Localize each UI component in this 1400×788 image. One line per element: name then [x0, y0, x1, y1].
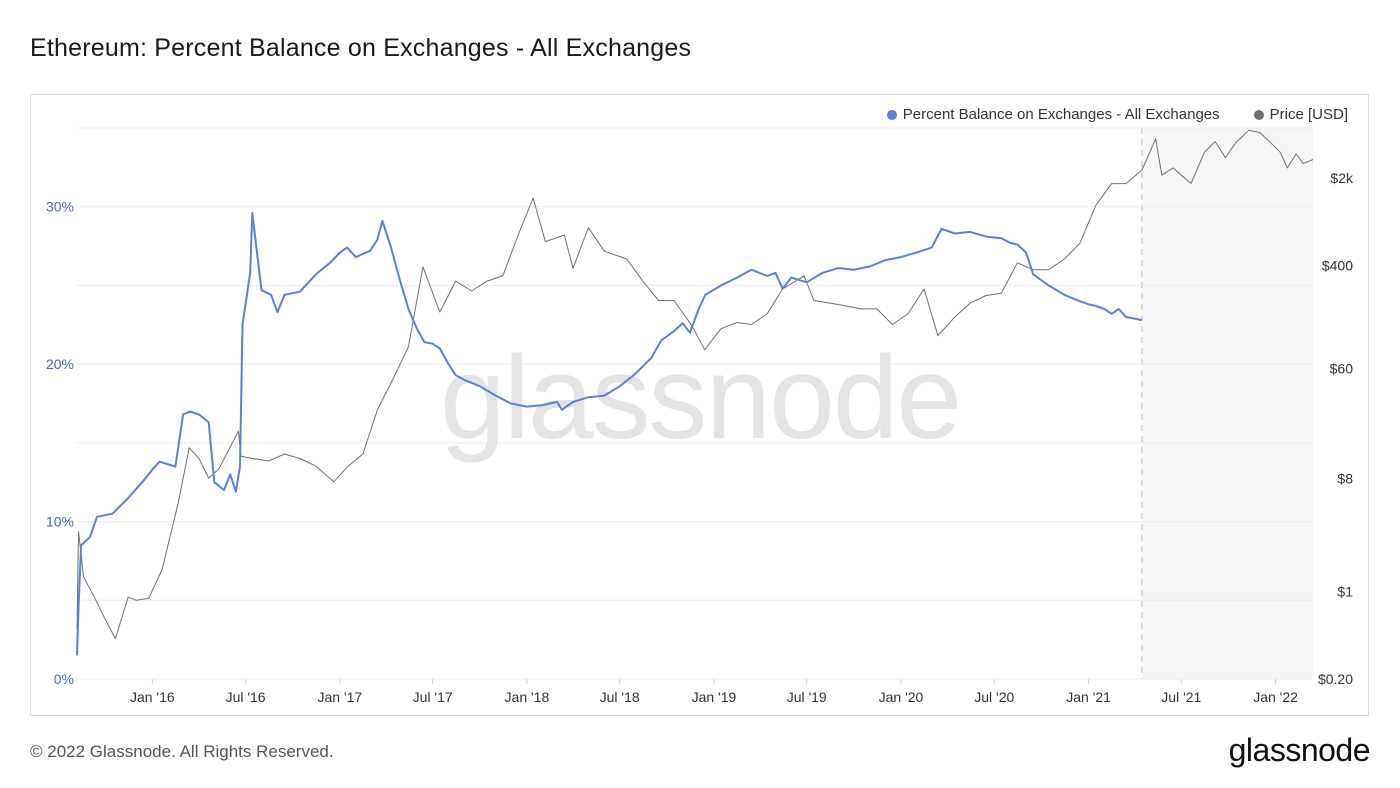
- x-tick-label: Jul '20: [974, 689, 1014, 705]
- right-tick-label: $8: [1337, 470, 1353, 486]
- x-axis: Jan '16 Jul '16 Jan '17 Jul '17 Jan '18 Jul '…: [130, 679, 1298, 705]
- x-tick-label: Jan '19: [692, 689, 737, 705]
- right-tick-label: $60: [1330, 361, 1354, 377]
- chart-legend: Percent Balance on Exchanges - All Excha…: [886, 106, 1348, 123]
- grid-lines: [77, 127, 1313, 680]
- data-end-band: [1141, 128, 1313, 679]
- x-tick-label: Jul '16: [226, 689, 266, 705]
- x-tick-label: Jul '19: [787, 689, 827, 705]
- right-axis: $0.20 $1 $8 $60 $400 $2k: [1318, 170, 1354, 687]
- left-tick-label: 20%: [46, 356, 74, 372]
- right-tick-label: $400: [1322, 257, 1353, 273]
- legend-swatch-balance: [886, 109, 897, 120]
- x-tick-label: Jul '17: [413, 689, 453, 705]
- x-tick-label: Jan '22: [1253, 689, 1298, 705]
- x-tick-label: Jul '18: [600, 689, 640, 705]
- x-tick-label: Jan '17: [318, 689, 363, 705]
- percent-balance-line: [76, 212, 1142, 656]
- left-tick-label: 0%: [54, 671, 74, 687]
- right-tick-label: $2k: [1330, 170, 1354, 186]
- chart-title: Ethereum: Percent Balance on Exchanges -…: [30, 34, 692, 62]
- right-tick-label: $1: [1337, 583, 1353, 599]
- left-axis: 0% 10% 20% 30%: [46, 199, 74, 687]
- watermark: glassnode: [440, 332, 960, 464]
- legend-item-balance[interactable]: Percent Balance on Exchanges - All Excha…: [886, 106, 1220, 123]
- x-tick-label: Jan '20: [879, 689, 924, 705]
- copyright-footer: © 2022 Glassnode. All Rights Reserved.: [30, 742, 334, 761]
- x-tick-label: Jan '21: [1066, 689, 1111, 705]
- x-tick-label: Jan '18: [505, 689, 550, 705]
- x-tick-label: Jan '16: [130, 689, 175, 705]
- x-tick-label: Jul '21: [1161, 689, 1201, 705]
- legend-label-balance: Percent Balance on Exchanges - All Excha…: [902, 106, 1220, 123]
- legend-swatch-price: [1253, 109, 1264, 120]
- brand-logo[interactable]: glassnode: [1228, 732, 1371, 768]
- right-tick-label: $0.20: [1318, 671, 1353, 687]
- legend-label-price: Price [USD]: [1269, 106, 1348, 123]
- chart-frame: [30, 94, 1369, 716]
- left-tick-label: 30%: [46, 199, 74, 215]
- legend-item-price[interactable]: Price [USD]: [1253, 106, 1348, 123]
- left-tick-label: 10%: [46, 514, 74, 530]
